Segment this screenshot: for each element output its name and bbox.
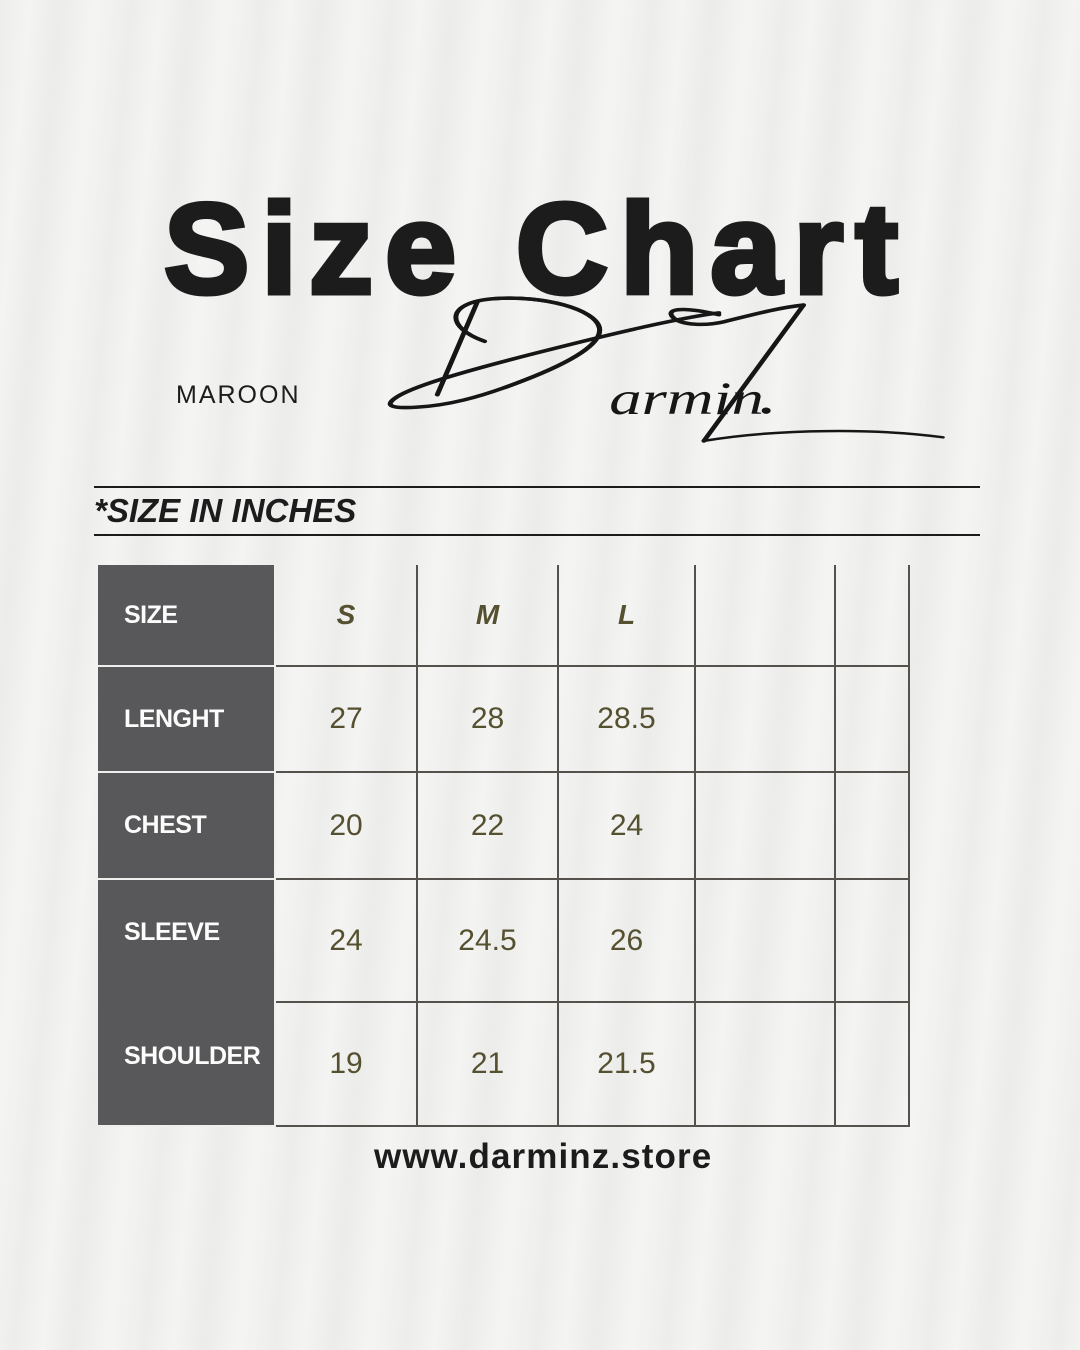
svg-text:armin: armin [609,374,764,425]
